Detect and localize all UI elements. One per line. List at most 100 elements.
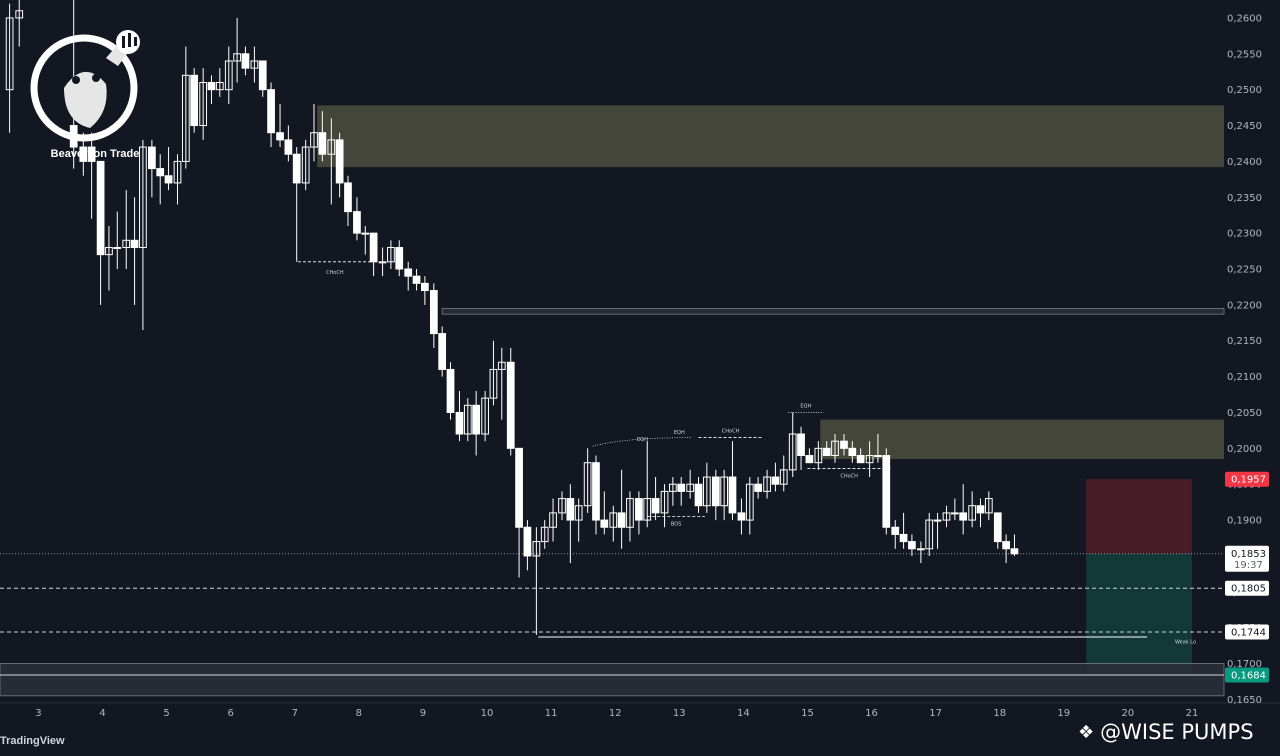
candle-body bbox=[489, 368, 498, 399]
candle-body bbox=[950, 512, 959, 515]
candle-body bbox=[353, 211, 361, 234]
candle-body bbox=[301, 146, 310, 184]
candle-body bbox=[361, 232, 370, 235]
x-tick-label: 12 bbox=[609, 708, 622, 719]
y-tick-label: 0,2550 bbox=[1227, 49, 1262, 60]
candle-body bbox=[105, 246, 113, 256]
candle-body bbox=[276, 132, 284, 141]
binance-diamond-icon: ❖ bbox=[1078, 721, 1095, 743]
x-tick-label: 11 bbox=[545, 708, 558, 719]
x-tick-label: 16 bbox=[865, 708, 878, 719]
candle-body bbox=[318, 132, 327, 155]
candle-body bbox=[164, 175, 173, 184]
candle-body bbox=[1010, 548, 1019, 555]
x-tick-label: 3 bbox=[35, 708, 41, 719]
candle-body bbox=[250, 60, 259, 69]
candle-body bbox=[258, 60, 267, 91]
candle-body bbox=[891, 526, 900, 535]
candle-body bbox=[139, 146, 147, 248]
current-price-tag bbox=[1225, 545, 1269, 572]
candle-body bbox=[856, 455, 865, 464]
candle-body bbox=[728, 476, 737, 514]
annotation-label: CHoCH bbox=[840, 473, 858, 479]
candle-body bbox=[771, 476, 780, 485]
candle-body bbox=[122, 239, 131, 248]
x-tick-label: 10 bbox=[481, 708, 494, 719]
candle-body bbox=[814, 447, 823, 464]
x-tick-label: 7 bbox=[292, 708, 298, 719]
y-tick-label: 0,2350 bbox=[1227, 193, 1262, 204]
candle-body bbox=[976, 505, 985, 514]
y-tick-label: 0,2450 bbox=[1227, 121, 1262, 132]
candle-body bbox=[677, 483, 686, 492]
short-target-zone bbox=[1086, 553, 1192, 676]
candle-body bbox=[429, 290, 438, 335]
candle-body bbox=[848, 447, 857, 457]
beaver-icon bbox=[30, 30, 140, 142]
candle-body bbox=[660, 490, 669, 514]
candle-body bbox=[224, 60, 233, 91]
candle-body bbox=[609, 512, 618, 528]
y-tick-label: 0,1900 bbox=[1227, 516, 1262, 527]
candle-body bbox=[763, 476, 771, 492]
candle-body bbox=[745, 483, 754, 521]
candle-body bbox=[148, 146, 156, 170]
x-tick-label: 17 bbox=[929, 708, 942, 719]
candle-body bbox=[993, 512, 1002, 543]
annotation-label: EQH bbox=[800, 403, 811, 409]
candle-body bbox=[190, 74, 199, 127]
target-price-tag-label: 0,1684 bbox=[1231, 671, 1266, 682]
x-tick-label: 6 bbox=[228, 708, 234, 719]
candle-body bbox=[378, 261, 387, 264]
level-0.1684 bbox=[0, 663, 1225, 697]
candle-body bbox=[651, 498, 660, 514]
candle-body bbox=[984, 498, 993, 514]
y-tick-label: 0,2500 bbox=[1227, 85, 1262, 96]
candle-body bbox=[497, 361, 506, 370]
candle-body bbox=[156, 168, 165, 177]
candle-body bbox=[455, 411, 464, 435]
candle-body bbox=[215, 81, 224, 91]
x-tick-label: 20 bbox=[1122, 708, 1135, 719]
y-tick-label: 0,2050 bbox=[1227, 408, 1262, 419]
candle-body bbox=[942, 512, 951, 521]
candle-body bbox=[463, 404, 472, 435]
candle-body bbox=[387, 246, 395, 263]
candle-body bbox=[899, 533, 908, 543]
candle-body bbox=[472, 404, 481, 435]
level-0.1805-tag bbox=[1225, 580, 1269, 596]
candle-body bbox=[540, 526, 549, 543]
candle-body bbox=[421, 282, 429, 292]
candle-body bbox=[130, 239, 139, 248]
x-tick-label: 21 bbox=[1186, 708, 1199, 719]
candle-body bbox=[933, 519, 942, 522]
x-tick-label: 13 bbox=[673, 708, 686, 719]
candle-body bbox=[446, 368, 455, 413]
candle-body bbox=[344, 182, 352, 213]
candle-body bbox=[959, 512, 968, 521]
candle-body bbox=[404, 268, 413, 277]
candle-body bbox=[199, 81, 208, 127]
x-tick-label: 8 bbox=[356, 708, 362, 719]
candle-body bbox=[831, 440, 839, 457]
candle-body bbox=[15, 10, 24, 19]
current-price-tag-label: 0,1853 bbox=[1231, 549, 1266, 560]
candle-body bbox=[5, 17, 14, 91]
annotation-label: CHoCH bbox=[326, 270, 344, 276]
candle-body bbox=[822, 447, 831, 457]
candle-body bbox=[1002, 541, 1010, 550]
candle-body bbox=[737, 512, 746, 521]
candle-body bbox=[481, 397, 489, 435]
candle-body bbox=[113, 246, 122, 249]
level-0.1805-tag-label: 0,1805 bbox=[1231, 584, 1266, 595]
candle-body bbox=[720, 476, 729, 507]
candle-body bbox=[207, 81, 216, 91]
y-tick-label: 0,2000 bbox=[1227, 444, 1262, 455]
candle-body bbox=[797, 433, 805, 457]
candle-body bbox=[865, 455, 874, 464]
x-tick-label: 9 bbox=[420, 708, 426, 719]
candle-body bbox=[840, 440, 848, 449]
x-tick-label: 19 bbox=[1057, 708, 1070, 719]
